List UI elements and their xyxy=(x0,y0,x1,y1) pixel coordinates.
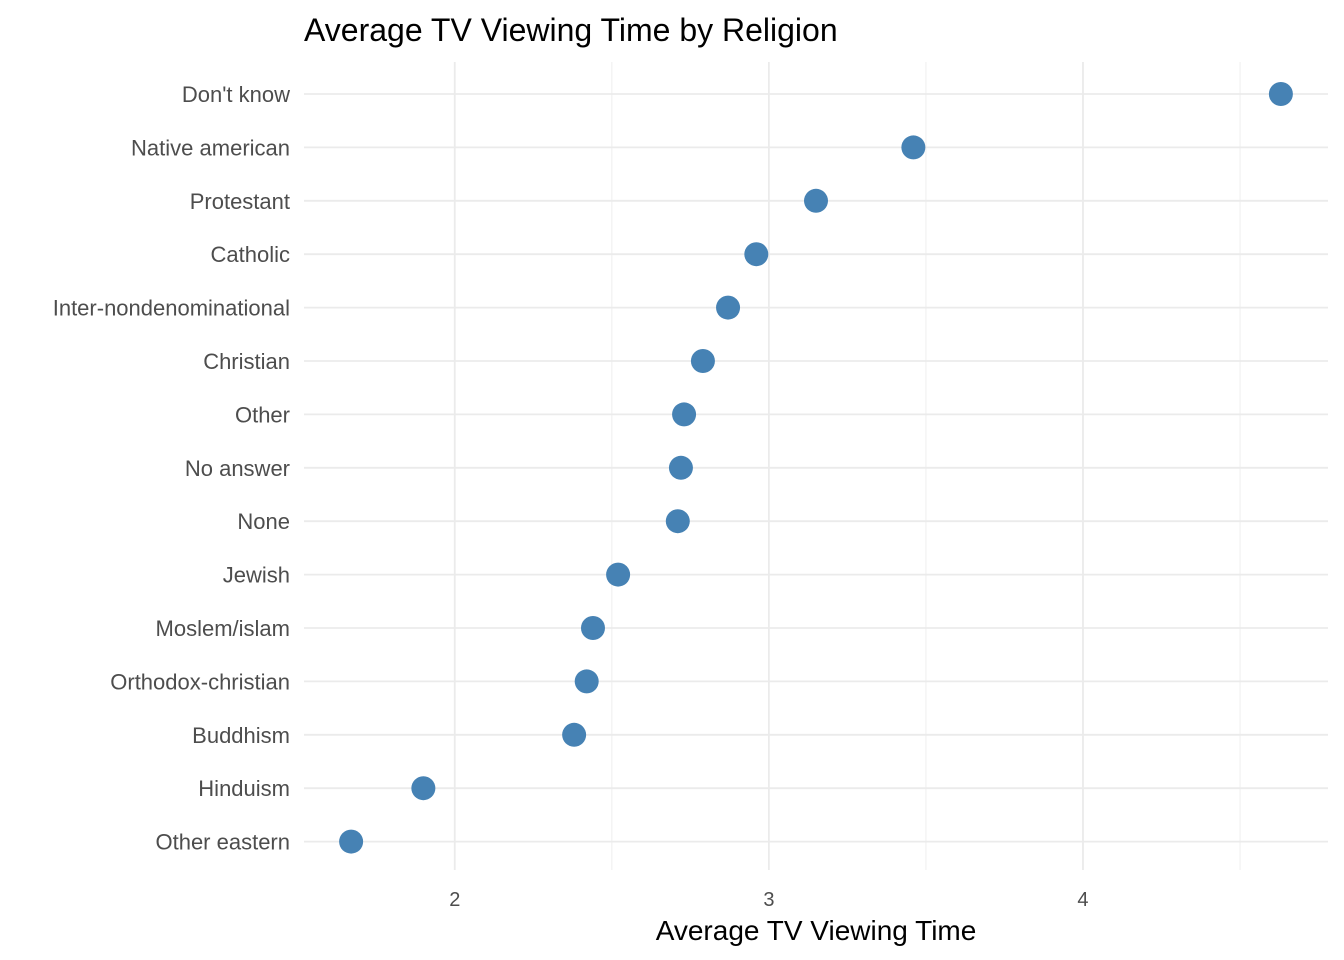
data-point xyxy=(665,509,690,534)
category-label: Other eastern xyxy=(155,830,290,855)
data-point xyxy=(668,455,693,480)
data-point xyxy=(606,562,631,587)
x-tick-label: 2 xyxy=(449,889,460,911)
category-label: None xyxy=(237,509,290,534)
category-labels: Don't know Native american Protestant Catho… xyxy=(53,82,290,855)
category-label: No answer xyxy=(185,456,290,481)
data-point xyxy=(901,135,926,160)
category-label: Christian xyxy=(203,349,290,374)
grid xyxy=(304,62,1328,870)
chart-title: Average TV Viewing Time by Religion xyxy=(304,12,838,48)
category-label: Moslem/islam xyxy=(156,616,290,641)
data-point xyxy=(672,402,697,427)
x-tick-label: 4 xyxy=(1077,889,1088,911)
data-point xyxy=(716,295,741,320)
data-point xyxy=(690,349,715,373)
category-label: Protestant xyxy=(190,189,290,214)
x-tick-labels: 2 3 4 xyxy=(449,889,1088,911)
data-point xyxy=(580,616,605,640)
data-point xyxy=(804,188,828,213)
x-tick-label: 3 xyxy=(763,889,774,911)
data-point xyxy=(339,829,364,854)
x-axis-title: Average TV Viewing Time xyxy=(656,915,977,946)
category-label: Jewish xyxy=(223,563,290,588)
data-point xyxy=(562,722,587,747)
data-point xyxy=(1268,82,1293,106)
category-label: Native american xyxy=(131,135,290,160)
category-label: Catholic xyxy=(211,242,290,267)
data-point xyxy=(411,776,436,801)
data-points xyxy=(339,82,1293,854)
data-point xyxy=(574,669,599,694)
category-label: Buddhism xyxy=(192,723,290,748)
data-point xyxy=(744,242,769,267)
category-label: Hinduism xyxy=(198,776,290,801)
category-label: Orthodox-christian xyxy=(110,669,290,694)
category-label: Inter-nondenominational xyxy=(53,296,290,321)
category-label: Don't know xyxy=(182,82,290,107)
category-label: Other xyxy=(235,402,290,427)
